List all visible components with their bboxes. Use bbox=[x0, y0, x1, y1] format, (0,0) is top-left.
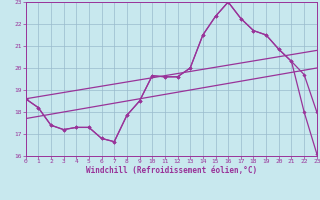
X-axis label: Windchill (Refroidissement éolien,°C): Windchill (Refroidissement éolien,°C) bbox=[86, 166, 257, 175]
